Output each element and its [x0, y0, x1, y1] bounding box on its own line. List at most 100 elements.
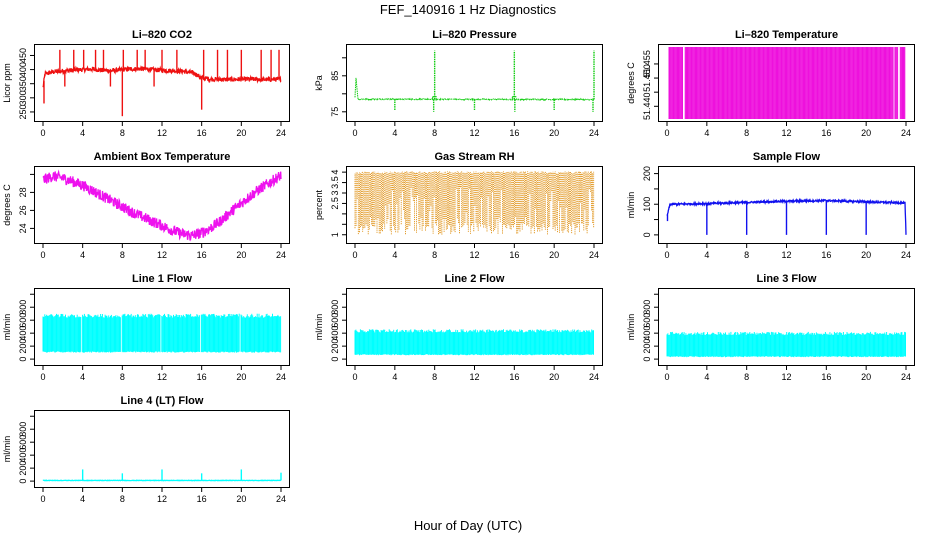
x-tick-label: 24	[589, 372, 599, 382]
x-tick-label: 8	[432, 250, 437, 260]
x-tick-label: 4	[704, 372, 709, 382]
y-axis-label: ml/min	[626, 192, 636, 219]
data-layer	[666, 197, 907, 235]
x-tick-label: 0	[664, 128, 669, 138]
x-tick-label: 16	[509, 250, 519, 260]
y-tick-label: 1	[330, 232, 340, 237]
x-tick-label: 16	[197, 494, 207, 504]
y-tick-label: 600	[18, 435, 28, 450]
data-layer	[42, 313, 282, 353]
y-tick-label: 200	[330, 339, 340, 354]
x-tick-label: 8	[120, 372, 125, 382]
y-axis-label: ml/min	[2, 436, 12, 463]
x-tick-label: 4	[392, 250, 397, 260]
x-tick-label: 12	[469, 372, 479, 382]
y-tick-label: 0	[330, 357, 340, 362]
x-tick-label: 16	[821, 250, 831, 260]
x-tick-label: 16	[509, 372, 519, 382]
y-tick-label: 800	[642, 300, 652, 315]
x-tick-label: 0	[40, 128, 45, 138]
chart-title: Gas Stream RH	[434, 151, 514, 163]
y-tick-label: 0	[18, 357, 28, 362]
plot-frame	[658, 44, 915, 122]
y-tick-label: 28	[18, 187, 28, 197]
x-tick-label: 12	[469, 250, 479, 260]
x-tick-label: 24	[589, 250, 599, 260]
chart-panel-9: Line 3 Flow ml/min 0 4 8 12 16 20 24 0 20040060080…	[626, 273, 915, 382]
x-tick-label: 12	[157, 250, 167, 260]
data-layer	[354, 171, 595, 235]
x-tick-label: 12	[781, 250, 791, 260]
figure-title: FEF_140916 1 Hz Diagnostics	[379, 2, 557, 17]
y-tick-label: 300	[18, 90, 28, 105]
y-tick-label: 26	[18, 205, 28, 215]
x-tick-label: 12	[157, 372, 167, 382]
y-tick-label: 24	[18, 223, 28, 233]
y-tick-label: 200	[642, 339, 652, 354]
y-tick-label: 800	[18, 300, 28, 315]
x-tick-label: 4	[80, 372, 85, 382]
chart-title: Line 2 Flow	[445, 273, 505, 285]
x-tick-label: 24	[589, 128, 599, 138]
chart-title: Sample Flow	[753, 151, 821, 163]
y-axis-label: Licor ppm	[2, 63, 12, 103]
y-tick-label: 400	[18, 62, 28, 77]
chart-title: Li–820 Temperature	[735, 29, 838, 41]
y-axis-label: ml/min	[314, 314, 324, 341]
x-tick-label: 24	[276, 250, 286, 260]
x-tick-label: 20	[236, 250, 246, 260]
x-tick-label: 12	[781, 372, 791, 382]
y-axis-label: percent	[314, 189, 324, 220]
y-tick-label: 400	[18, 326, 28, 341]
y-tick-label: 51.455	[642, 50, 652, 78]
y-tick-label: 100	[642, 197, 652, 212]
chart-title: Li–820 CO2	[132, 29, 192, 41]
x-tick-label: 24	[901, 250, 911, 260]
y-tick-label: 0	[18, 479, 28, 484]
y-tick-label: 200	[18, 339, 28, 354]
y-tick-label: 51.450	[642, 64, 652, 92]
chart-title: Ambient Box Temperature	[94, 151, 231, 163]
chart-panel-3: Li–820 Temperature degrees C 0 4 8 12 16 20 24 51…	[626, 29, 915, 138]
y-axis-label: kPa	[314, 75, 324, 91]
x-tick-label: 16	[821, 128, 831, 138]
plot-frame	[346, 288, 603, 366]
x-tick-label: 16	[197, 250, 207, 260]
chart-panel-6: Sample Flow ml/min 0 4 8 12 16 20 24 0 100 200	[626, 151, 915, 260]
y-tick-label: 75	[330, 107, 340, 117]
x-axis-caption: Hour of Day (UTC)	[413, 518, 523, 533]
x-tick-label: 4	[392, 372, 397, 382]
x-tick-label: 16	[509, 128, 519, 138]
y-tick-label: 200	[18, 461, 28, 476]
y-tick-label: 3.5	[330, 176, 340, 189]
x-tick-label: 12	[469, 128, 479, 138]
chart-panel-7: Line 1 Flow ml/min 0 4 8 12 16 20 24 0 20040060080…	[2, 273, 290, 382]
series-line-1	[42, 169, 282, 242]
y-tick-label: 800	[18, 422, 28, 437]
x-tick-label: 0	[40, 250, 45, 260]
y-tick-label: 400	[18, 448, 28, 463]
x-tick-label: 24	[901, 128, 911, 138]
x-tick-label: 4	[80, 494, 85, 504]
chart-panel-8: Line 2 Flow ml/min 0 4 8 12 16 20 24 0 20040060080…	[314, 273, 603, 382]
x-tick-label: 8	[120, 494, 125, 504]
data-layer	[354, 329, 594, 356]
plot-frame	[346, 166, 603, 244]
chart-panel-2: Li–820 Pressure kPa 0 4 8 12 16 20 24 75 85	[314, 29, 603, 138]
x-tick-label: 24	[276, 372, 286, 382]
series-line-1	[354, 77, 595, 102]
y-tick-label: 85	[330, 71, 340, 81]
x-tick-label: 0	[664, 372, 669, 382]
y-tick-label: 800	[330, 300, 340, 315]
x-tick-label: 20	[861, 372, 871, 382]
x-tick-label: 20	[236, 372, 246, 382]
plot-frame	[34, 288, 290, 366]
x-tick-label: 8	[120, 250, 125, 260]
plot-frame	[658, 288, 915, 366]
x-tick-label: 20	[549, 372, 559, 382]
chart-panel-4: Ambient Box Temperature degrees C 0 4 8 12 16 2…	[2, 151, 290, 260]
y-tick-label: 0	[642, 232, 652, 237]
